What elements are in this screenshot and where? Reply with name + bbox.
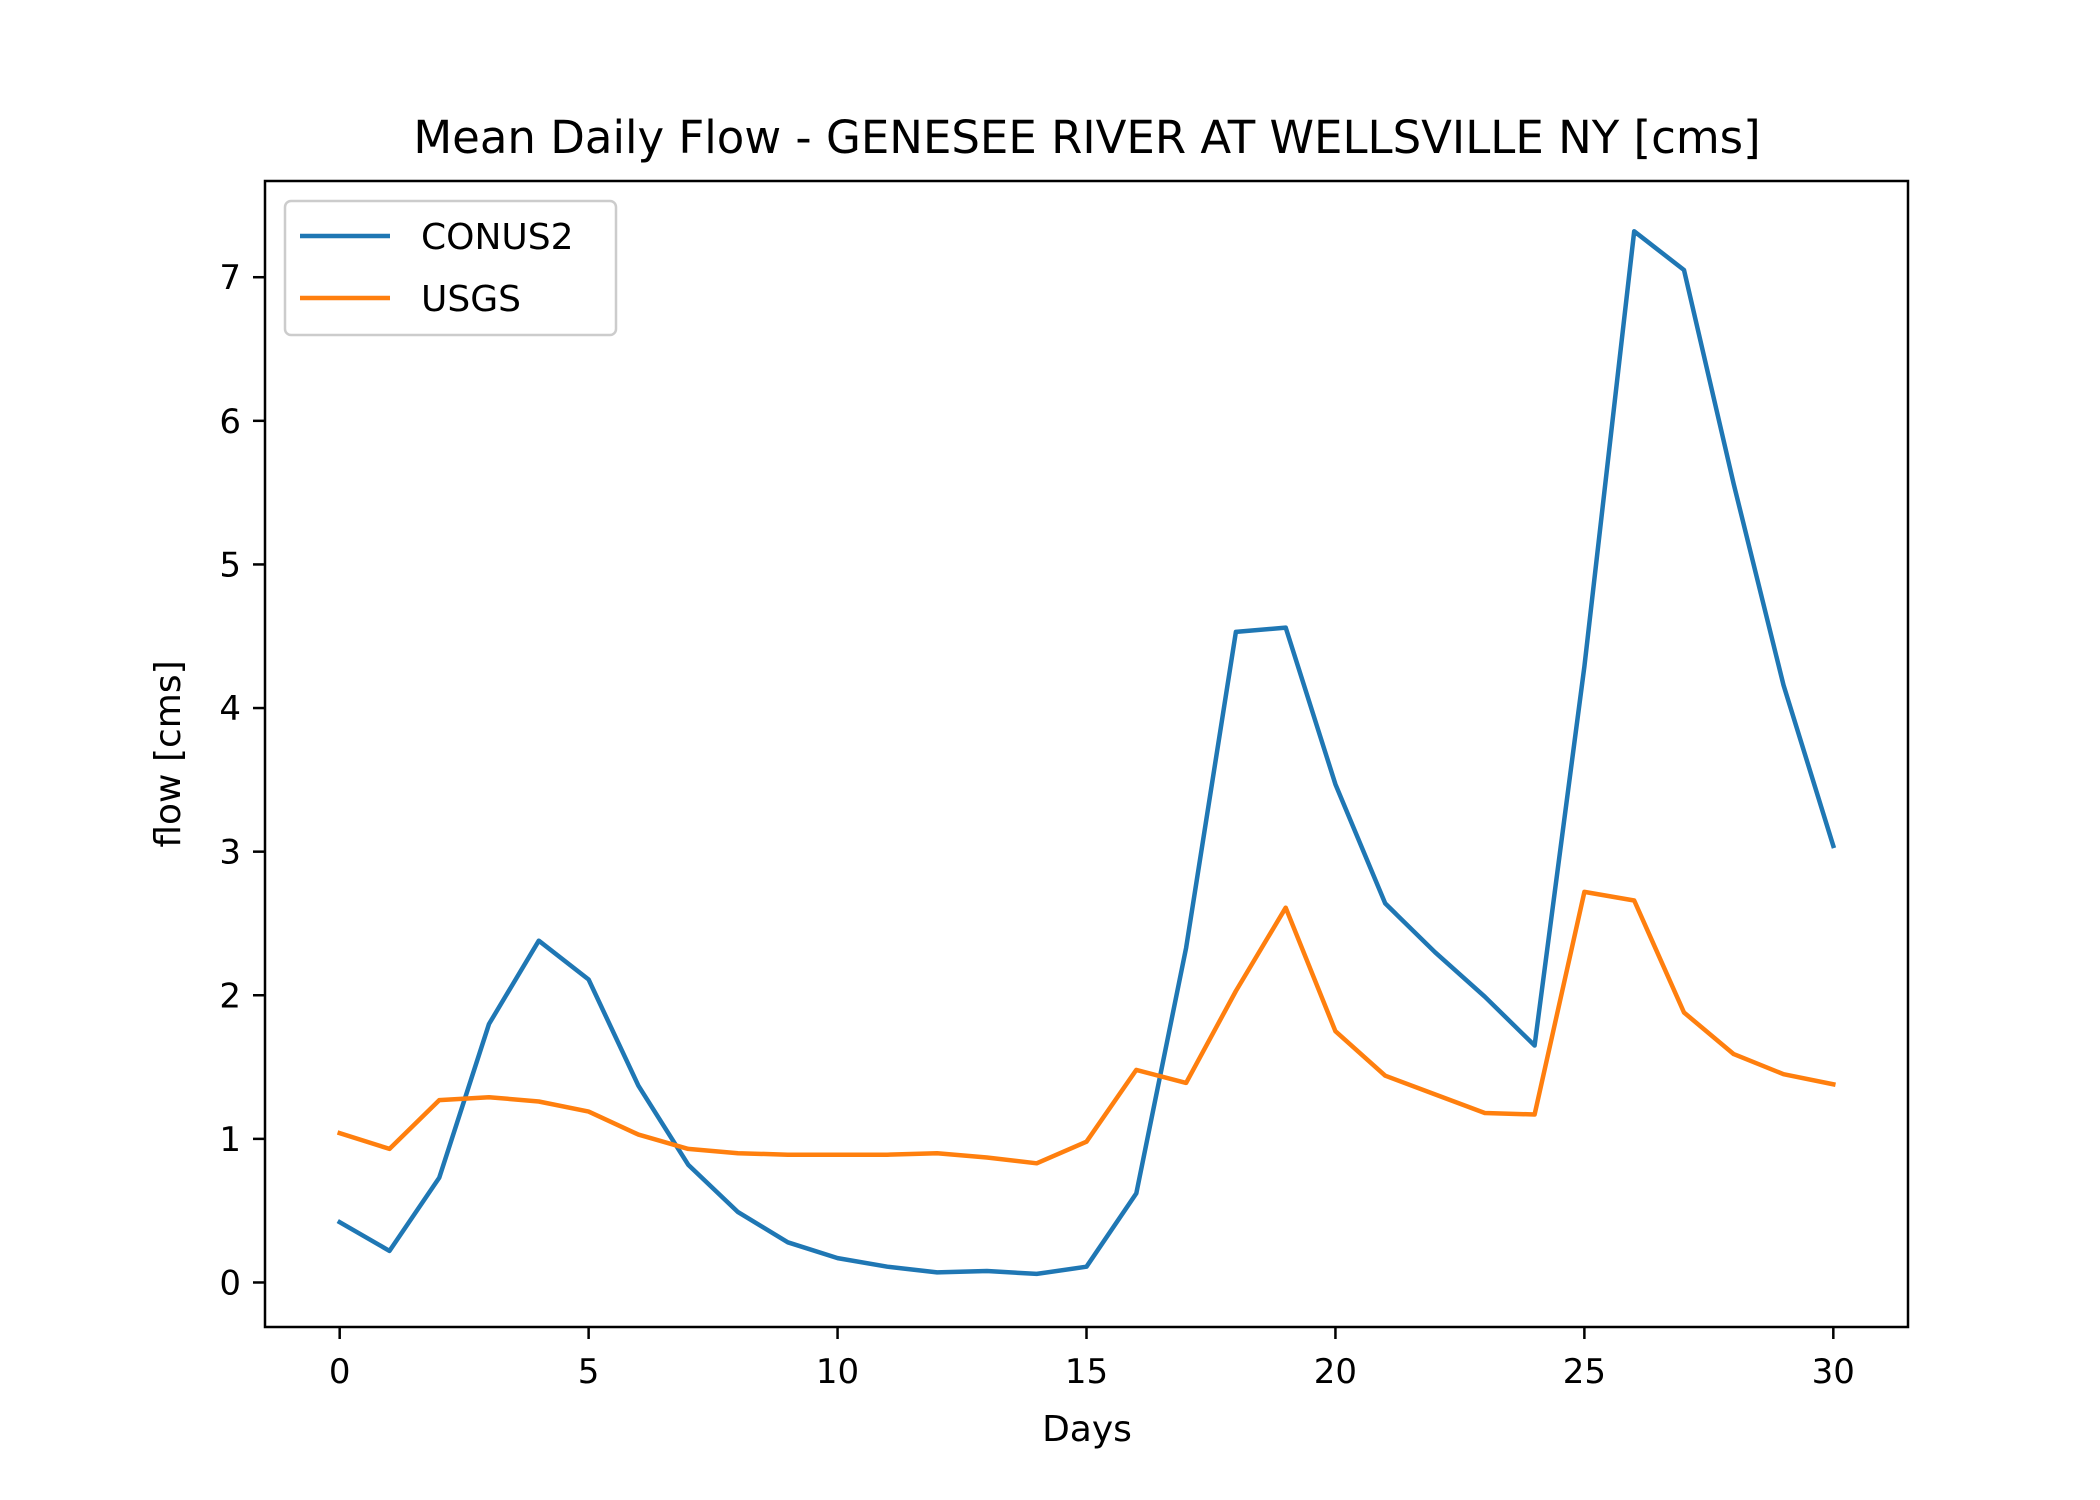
x-tick-label: 0 <box>329 1352 351 1392</box>
legend-label-conus2: CONUS2 <box>421 217 574 258</box>
y-tick-label: 1 <box>219 1120 241 1160</box>
series-line-conus2 <box>336 229 1837 1277</box>
y-tick-label: 5 <box>219 545 241 585</box>
y-tick-label: 3 <box>219 833 241 873</box>
x-tick-label: 5 <box>578 1352 600 1392</box>
x-tick-label: 25 <box>1563 1352 1606 1392</box>
legend-label-usgs: USGS <box>421 279 521 320</box>
y-tick-label: 7 <box>219 258 241 298</box>
chart-title: Mean Daily Flow - GENESEE RIVER AT WELLS… <box>413 111 1760 164</box>
y-axis-label: flow [cms] <box>148 660 189 847</box>
y-tick-label: 2 <box>219 976 241 1016</box>
x-tick-label: 10 <box>816 1352 859 1392</box>
x-axis-label: Days <box>1042 1409 1132 1450</box>
y-tick-label: 6 <box>219 402 241 442</box>
legend: CONUS2 USGS <box>283 199 618 337</box>
y-tick-label: 0 <box>219 1263 241 1303</box>
series-line-usgs <box>336 889 1836 1166</box>
x-tick-label: 20 <box>1314 1352 1357 1392</box>
y-tick-label: 4 <box>219 689 241 729</box>
x-tick-label: 15 <box>1065 1352 1108 1392</box>
x-tick-label: 30 <box>1812 1352 1855 1392</box>
